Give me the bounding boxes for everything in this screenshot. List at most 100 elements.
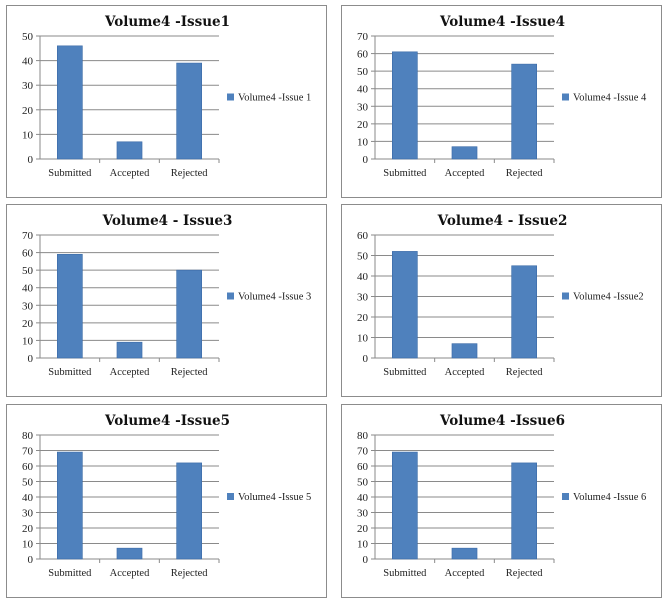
- y-tick-label: 10: [357, 333, 369, 345]
- legend-swatch: [562, 93, 569, 101]
- y-tick-label: 30: [357, 101, 369, 113]
- bar-accepted: [116, 141, 143, 160]
- bar-rejected: [511, 63, 537, 160]
- chart-svg-issue4: Volume4 -Issue4 0 10 20 30 40 50 60 70 Submitted A…: [357, 14, 647, 179]
- x-tick-label: Submitted: [383, 367, 427, 378]
- x-tick-label: Submitted: [383, 168, 427, 179]
- y-tick-label: 50: [22, 31, 34, 43]
- chart-svg-issue3: Volume4 - Issue3 0 10 20 30 40 50 60 70 Submitted…: [22, 213, 311, 378]
- legend-swatch: [227, 292, 234, 300]
- y-tick-label: 10: [22, 539, 34, 551]
- x-tick-label: Submitted: [48, 568, 92, 579]
- chart-title: Volume4 -Issue1: [104, 14, 230, 30]
- bar-accepted: [451, 343, 478, 359]
- x-tick-label: Accepted: [110, 168, 150, 179]
- y-tick-label: 50: [357, 66, 369, 78]
- y-tick-label: 50: [22, 477, 34, 489]
- x-tick-label: Submitted: [48, 367, 92, 378]
- y-tick-label: 60: [22, 461, 34, 473]
- legend-swatch: [227, 493, 234, 500]
- bar-accepted: [116, 341, 143, 359]
- chart-panel-issue2: Volume4 - Issue2 0 10 20 30 40 50 60 Submitted Ac…: [341, 204, 662, 397]
- bar-accepted: [116, 547, 143, 560]
- y-tick-label: 0: [28, 554, 34, 566]
- y-tick-label: 10: [22, 335, 34, 347]
- y-tick-label: 60: [22, 248, 34, 260]
- x-tick-label: Rejected: [506, 568, 543, 579]
- chart-title: Volume4 -Issue6: [439, 413, 565, 429]
- x-tick-label: Accepted: [445, 568, 485, 579]
- x-tick-label: Submitted: [383, 568, 427, 579]
- legend-swatch: [562, 292, 569, 300]
- chart-title: Volume4 - Issue3: [102, 213, 233, 229]
- y-tick-label: 70: [357, 31, 369, 43]
- y-tick-label: 10: [357, 539, 369, 551]
- y-tick-label: 70: [22, 230, 34, 242]
- x-tick-label: Rejected: [506, 168, 543, 179]
- bar-rejected: [176, 62, 202, 160]
- bar-submitted: [57, 45, 83, 160]
- y-tick-label: 0: [28, 154, 34, 166]
- y-tick-label: 10: [22, 129, 34, 141]
- y-tick-label: 80: [22, 430, 34, 442]
- legend-label: Volume4 -Issue 3: [238, 292, 311, 303]
- legend-label: Volume4 -Issue2: [573, 292, 644, 303]
- y-tick-label: 20: [357, 523, 369, 535]
- legend-swatch: [562, 493, 569, 500]
- y-tick-label: 60: [357, 230, 369, 242]
- chart-title: Volume4 - Issue2: [437, 213, 568, 229]
- bar-rejected: [511, 265, 537, 359]
- y-tick-label: 40: [357, 492, 369, 504]
- y-tick-label: 60: [357, 49, 369, 61]
- y-tick-label: 30: [357, 508, 369, 520]
- bar-accepted: [451, 146, 478, 160]
- x-tick-label: Accepted: [445, 367, 485, 378]
- chart-svg-issue1: Volume4 -Issue1 0 10 20 30 40 50 Submitted Accep…: [22, 14, 311, 179]
- bar-submitted: [392, 251, 418, 359]
- y-tick-label: 20: [22, 105, 34, 117]
- bar-submitted: [57, 254, 83, 359]
- y-tick-label: 50: [357, 251, 369, 263]
- x-tick-label: Submitted: [48, 168, 92, 179]
- y-tick-label: 30: [22, 300, 34, 312]
- y-tick-label: 30: [22, 80, 34, 92]
- chart-title: Volume4 -Issue5: [104, 413, 230, 429]
- chart-panel-issue4: Volume4 -Issue4 0 10 20 30 40 50 60 70 Submitted A…: [341, 5, 662, 198]
- y-tick-label: 80: [357, 430, 369, 442]
- x-tick-label: Rejected: [171, 168, 208, 179]
- y-tick-label: 70: [22, 446, 34, 458]
- y-tick-label: 40: [22, 283, 34, 295]
- chart-svg-issue2: Volume4 - Issue2 0 10 20 30 40 50 60 Submitted Ac…: [357, 213, 644, 378]
- y-tick-label: 0: [363, 554, 369, 566]
- legend-label: Volume4 -Issue 5: [238, 492, 311, 503]
- y-tick-label: 40: [357, 84, 369, 96]
- chart-svg-issue5: Volume4 -Issue5 0 10 20 30 40 50 60 70 80 Submitte…: [22, 413, 311, 579]
- legend-label: Volume4 -Issue 6: [573, 492, 646, 503]
- bar-rejected: [176, 269, 202, 359]
- x-tick-label: Accepted: [445, 168, 485, 179]
- y-tick-label: 40: [22, 56, 34, 68]
- legend-swatch: [227, 93, 234, 101]
- y-tick-label: 0: [28, 353, 34, 365]
- chart-title: Volume4 -Issue4: [439, 14, 565, 30]
- y-tick-label: 20: [22, 318, 34, 330]
- y-tick-label: 0: [363, 154, 369, 166]
- x-tick-label: Rejected: [171, 367, 208, 378]
- y-tick-label: 10: [357, 136, 369, 148]
- bar-submitted: [392, 451, 418, 560]
- chart-panel-issue6: Volume4 -Issue6 0 10 20 30 40 50 60 70 80 Submitte…: [341, 404, 662, 598]
- y-tick-label: 30: [357, 292, 369, 304]
- bar-submitted: [392, 51, 418, 160]
- y-tick-label: 50: [22, 265, 34, 277]
- y-tick-label: 20: [357, 312, 369, 324]
- y-tick-label: 20: [22, 523, 34, 535]
- y-tick-label: 40: [22, 492, 34, 504]
- y-tick-label: 20: [357, 119, 369, 131]
- y-tick-label: 50: [357, 477, 369, 489]
- x-tick-label: Rejected: [506, 367, 543, 378]
- chart-panel-issue3: Volume4 - Issue3 0 10 20 30 40 50 60 70 Submitted…: [6, 204, 327, 397]
- bar-accepted: [451, 547, 478, 560]
- bar-rejected: [176, 462, 202, 560]
- x-tick-label: Accepted: [110, 568, 150, 579]
- y-tick-label: 40: [357, 271, 369, 283]
